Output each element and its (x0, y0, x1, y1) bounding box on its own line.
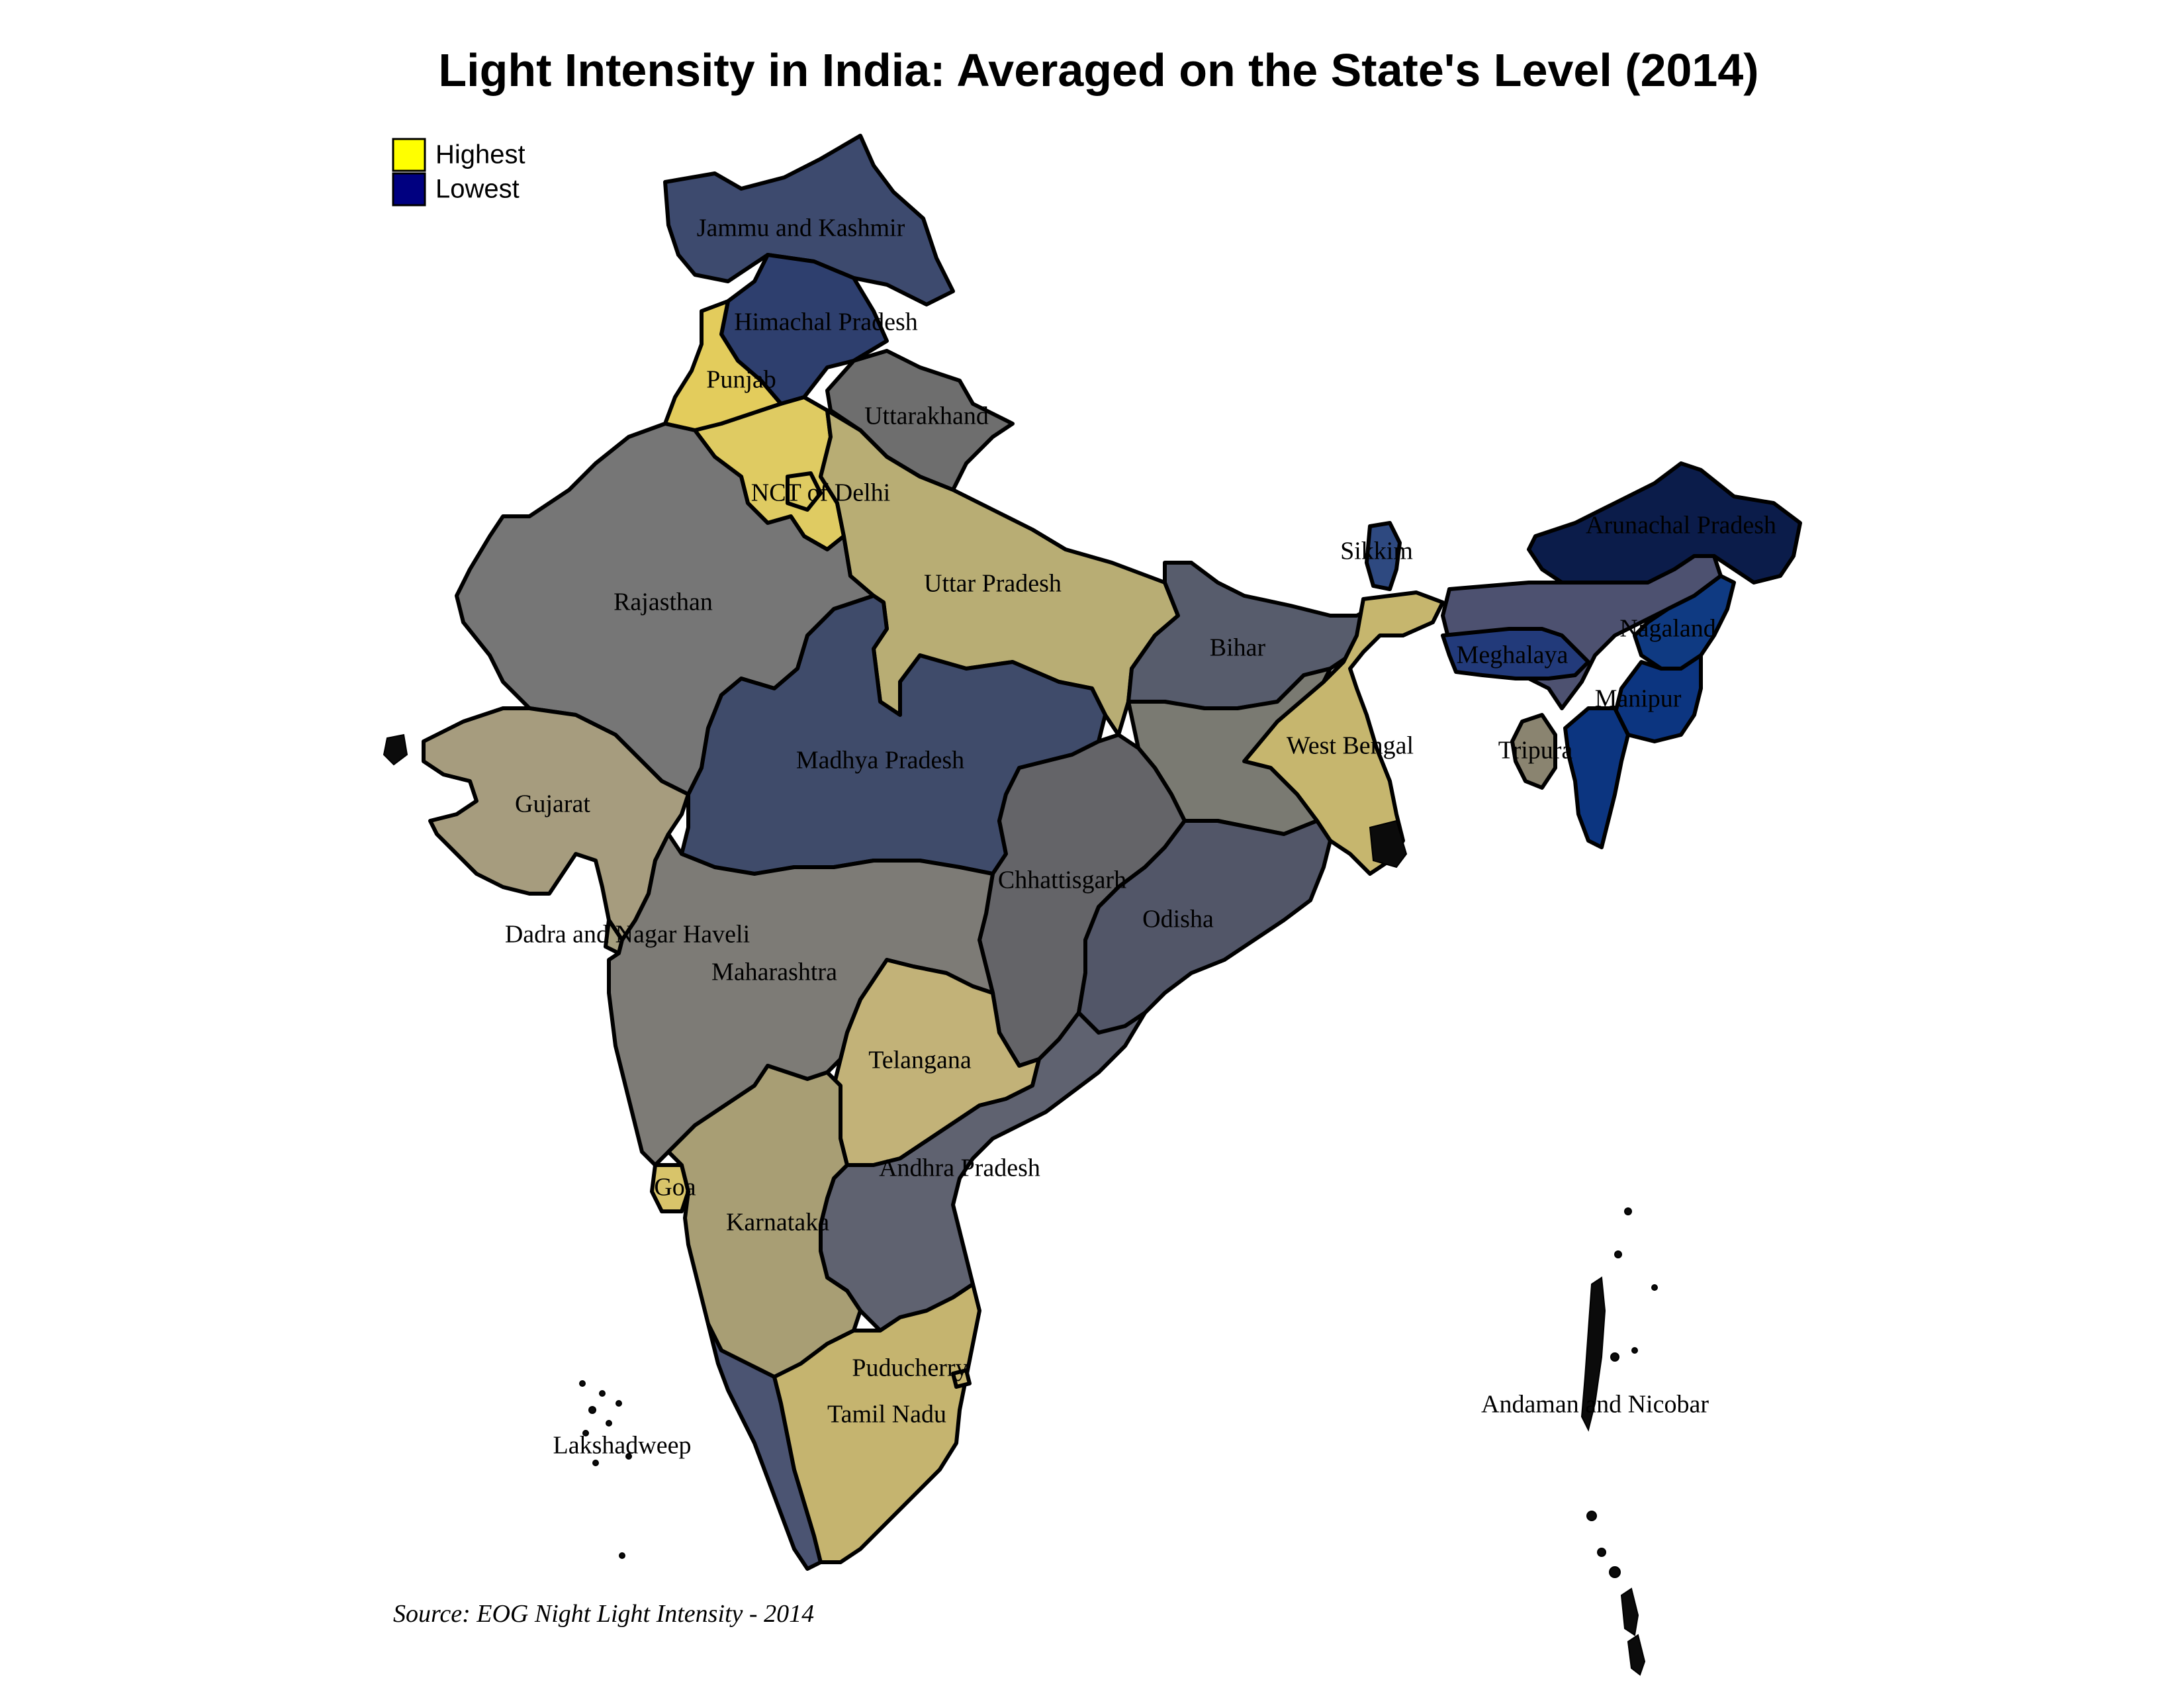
label-delhi: NCT of Delhi (751, 479, 890, 507)
island (588, 1406, 596, 1414)
label-andaman: Andaman and Nicobar (1481, 1391, 1709, 1419)
island (1597, 1548, 1606, 1557)
legend-swatch-highest (392, 138, 426, 172)
andaman-islands (1580, 1207, 1658, 1676)
state-tripura[interactable] (1510, 713, 1557, 790)
label-uttar-pradesh: Uttar Pradesh (924, 570, 1062, 598)
label-manipur: Manipur (1595, 685, 1682, 713)
label-puducherry: Puducherry (852, 1354, 968, 1382)
state-meghalaya[interactable] (1441, 627, 1590, 680)
state-karnataka[interactable] (666, 1064, 862, 1379)
label-andhra: Andhra Pradesh (879, 1154, 1040, 1182)
label-goa: Goa (654, 1174, 696, 1201)
label-tripura: Tripura (1498, 737, 1573, 765)
label-chhattisgarh: Chhattisgarh (998, 867, 1126, 894)
island (615, 1400, 622, 1407)
legend-label-lowest: Lowest (435, 175, 520, 204)
state-puducherry[interactable] (951, 1368, 972, 1389)
island (599, 1390, 606, 1397)
legend-label-highest: Highest (435, 140, 525, 169)
label-rajasthan: Rajasthan (614, 588, 713, 616)
legend: Highest Lowest (392, 138, 525, 207)
label-telangana: Telangana (868, 1047, 972, 1074)
label-tamil-nadu: Tamil Nadu (827, 1401, 946, 1429)
island (592, 1460, 599, 1466)
label-lakshadweep: Lakshadweep (553, 1432, 692, 1460)
label-odisha: Odisha (1142, 906, 1214, 933)
label-west-bengal: West Bengal (1287, 732, 1414, 760)
island (1651, 1284, 1658, 1291)
label-jammu-kashmir: Jammu and Kashmir (697, 214, 905, 242)
island (582, 1430, 589, 1436)
island (1624, 1207, 1632, 1215)
label-uttarakhand: Uttarakhand (864, 402, 989, 430)
kutch-coast (383, 733, 408, 766)
island (1609, 1566, 1621, 1578)
label-bihar: Bihar (1210, 634, 1266, 662)
island (1610, 1352, 1619, 1362)
source-caption: Source: EOG Night Light Intensity - 2014 (393, 1600, 814, 1628)
label-punjab: Punjab (706, 366, 776, 394)
island (1614, 1250, 1622, 1258)
label-maharashtra: Maharashtra (711, 959, 837, 986)
label-madhya-pradesh: Madhya Pradesh (796, 747, 964, 774)
label-gujarat: Gujarat (515, 790, 590, 818)
label-himachal: Himachal Pradesh (734, 308, 918, 336)
state-labels: Jammu and Kashmir Himachal Pradesh Punja… (505, 214, 1776, 1460)
state-mizoram[interactable] (1563, 706, 1630, 849)
state-delhi[interactable] (786, 471, 823, 512)
island (625, 1453, 632, 1460)
label-karnataka: Karnataka (726, 1209, 829, 1237)
state-tamil-nadu[interactable] (772, 1282, 981, 1564)
state-jammu-kashmir[interactable] (663, 134, 955, 306)
island (1580, 1276, 1606, 1432)
legend-swatch-lowest (392, 172, 426, 207)
label-arunachal: Arunachal Pradesh (1586, 512, 1776, 539)
lakshadweep-islands (579, 1380, 632, 1559)
state-odisha[interactable] (1077, 819, 1332, 1035)
island (1620, 1587, 1639, 1636)
label-dadra: Dadra and Nagar Haveli (505, 921, 750, 949)
sundarbans-delta (1369, 820, 1408, 868)
island (1586, 1511, 1597, 1521)
island (1631, 1347, 1638, 1354)
label-meghalaya: Meghalaya (1457, 641, 1569, 669)
state-sikkim[interactable] (1365, 521, 1402, 591)
label-nagaland: Nagaland (1619, 615, 1716, 643)
island (579, 1380, 586, 1387)
island (619, 1552, 625, 1559)
state-gujarat[interactable] (422, 706, 690, 942)
island (1627, 1634, 1646, 1676)
map-title: Light Intensity in India: Averaged on th… (438, 44, 1758, 96)
states-layer (422, 134, 1802, 1571)
island (606, 1420, 612, 1427)
label-sikkim: Sikkim (1340, 538, 1413, 565)
